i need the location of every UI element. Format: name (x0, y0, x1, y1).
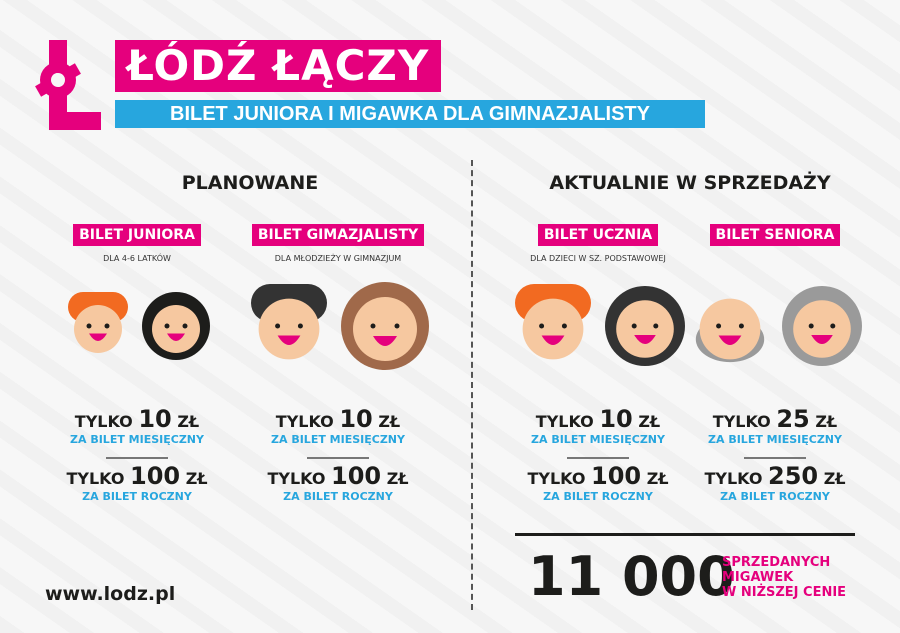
monthly-label: ZA BILET MIESIĘCZNY (531, 433, 665, 446)
price-prefix: TYLKO (267, 469, 326, 488)
faces (498, 276, 698, 376)
website-link[interactable]: www.lodz.pl (45, 583, 176, 605)
ticket-audience: DLA MŁODZIEŻY W GIMNAZJUM (274, 254, 402, 263)
yearly-label: ZA BILET ROCZNY (720, 490, 830, 503)
ticket-card: BILET UCZNIA DLA DZIECI W SZ. PODSTAWOWE… (498, 224, 698, 504)
currency: ZŁ (638, 412, 661, 431)
grandma-face-icon (782, 286, 862, 366)
girl-face-icon (605, 286, 685, 366)
yearly-label: ZA BILET ROCZNY (543, 490, 653, 503)
yearly-price: TYLKO 100 ZŁ (238, 462, 438, 490)
sold-line-1: SPRZEDANYCH (722, 555, 831, 570)
lodz-logo-icon (35, 40, 101, 130)
price-prefix: TYLKO (527, 469, 586, 488)
yearly-amount: 100 (130, 462, 181, 490)
page-title: ŁÓDŹ ŁĄCZY (115, 40, 442, 92)
section-current: AKTUALNIE W SPRZEDAŻY (549, 172, 831, 194)
boy-face-icon (68, 292, 128, 353)
price-separator (106, 457, 168, 459)
price-prefix: TYLKO (712, 412, 771, 431)
monthly-price: TYLKO 10 ZŁ (37, 405, 237, 433)
yearly-amount: 100 (591, 462, 642, 490)
yearly-price: TYLKO 100 ZŁ (37, 462, 237, 490)
currency: ZŁ (386, 469, 409, 488)
monthly-label: ZA BILET MIESIĘCZNY (70, 433, 204, 446)
girl-face-icon (142, 292, 210, 360)
price-separator (567, 457, 629, 459)
monthly-amount: 10 (339, 405, 373, 433)
price-prefix: TYLKO (535, 412, 594, 431)
monthly-amount: 10 (138, 405, 172, 433)
boy-face-icon (251, 284, 327, 360)
currency: ZŁ (177, 412, 200, 431)
currency: ZŁ (185, 469, 208, 488)
yearly-price: TYLKO 100 ZŁ (498, 462, 698, 490)
faces (37, 276, 237, 376)
yearly-amount: 100 (331, 462, 382, 490)
faces (675, 276, 875, 376)
yearly-label: ZA BILET ROCZNY (283, 490, 393, 503)
page-subtitle: BILET JUNIORA I MIGAWKA DLA GIMNAZJALIST… (115, 100, 705, 128)
monthly-label: ZA BILET MIESIĘCZNY (708, 433, 842, 446)
monthly-price: TYLKO 10 ZŁ (498, 405, 698, 433)
ticket-label: BILET GIMAZJALISTY (251, 224, 425, 246)
ticket-audience: DLA 4-6 LATKÓW (103, 254, 171, 263)
currency: ZŁ (823, 469, 846, 488)
section-divider (471, 160, 473, 610)
monthly-price: TYLKO 25 ZŁ (675, 405, 875, 433)
price-separator (307, 457, 369, 459)
price-prefix: TYLKO (704, 469, 763, 488)
ticket-card: BILET GIMAZJALISTY DLA MŁODZIEŻY W GIMNA… (238, 224, 438, 504)
monthly-label: ZA BILET MIESIĘCZNY (271, 433, 405, 446)
price-separator (744, 457, 806, 459)
ticket-audience (675, 254, 875, 266)
section-planned: PLANOWANE (181, 172, 319, 194)
boy-face-icon (515, 284, 591, 360)
monthly-price: TYLKO 10 ZŁ (238, 405, 438, 433)
currency: ZŁ (646, 469, 669, 488)
sold-line-2: MIGAWEK (722, 570, 794, 585)
grandpa-face-icon (695, 298, 765, 363)
ticket-audience: DLA DZIECI W SZ. PODSTAWOWEJ (530, 254, 666, 263)
monthly-amount: 25 (776, 405, 810, 433)
currency: ZŁ (815, 412, 838, 431)
ticket-card: BILET SENIORA TYLKO 25 ZŁ ZA BILET MIESI… (675, 224, 875, 504)
yearly-price: TYLKO 250 ZŁ (675, 462, 875, 490)
price-prefix: TYLKO (74, 412, 133, 431)
faces (238, 276, 438, 376)
ticket-label: BILET UCZNIA (537, 224, 659, 246)
ticket-card: BILET JUNIORA DLA 4-6 LATKÓW TYLKO 10 ZŁ… (37, 224, 237, 504)
price-prefix: TYLKO (275, 412, 334, 431)
monthly-amount: 10 (599, 405, 633, 433)
ticket-label: BILET JUNIORA (73, 224, 201, 246)
yearly-label: ZA BILET ROCZNY (82, 490, 192, 503)
currency: ZŁ (378, 412, 401, 431)
sold-description: SPRZEDANYCH MIGAWEK W NIŻSZEJ CENIE (722, 555, 846, 600)
stats-divider (515, 533, 855, 536)
price-prefix: TYLKO (66, 469, 125, 488)
sold-count: 11 000 (528, 545, 735, 608)
ticket-label: BILET SENIORA (709, 224, 841, 246)
girl-face-icon (341, 282, 429, 370)
sold-line-3: W NIŻSZEJ CENIE (722, 585, 847, 600)
yearly-amount: 250 (768, 462, 819, 490)
